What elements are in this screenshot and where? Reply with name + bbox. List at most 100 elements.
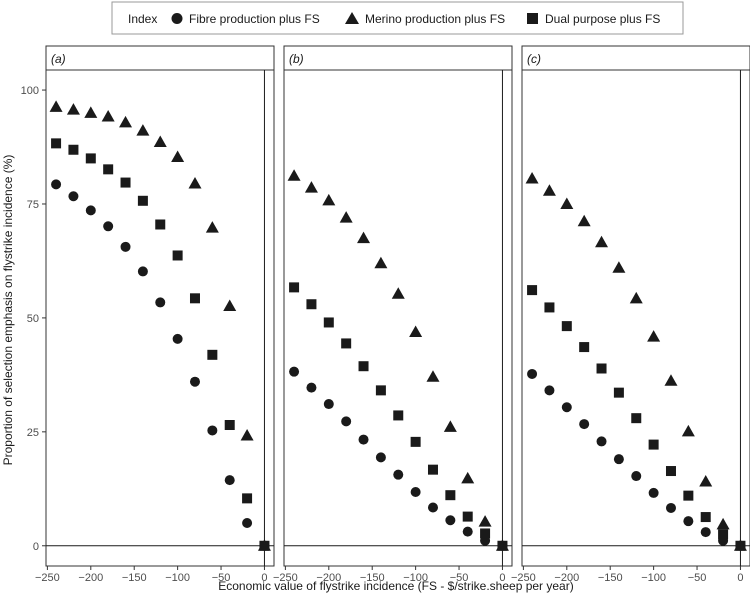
point-dual (103, 164, 114, 175)
point-dual (462, 511, 473, 522)
point-merino (443, 420, 457, 432)
point-dual (120, 177, 131, 188)
point-fibre (561, 402, 572, 413)
point-dual (497, 540, 508, 551)
point-dual (561, 321, 572, 332)
panel-label: (c) (527, 52, 541, 66)
point-merino (240, 428, 254, 441)
x-tick-label: −50 (450, 572, 469, 584)
x-tick-label: −150 (360, 572, 385, 584)
panel-strip (283, 45, 513, 71)
point-merino (304, 181, 318, 193)
x-tick-label: −250 (273, 572, 298, 584)
point-dual (631, 413, 642, 424)
point-dual (51, 138, 62, 149)
point-fibre (462, 526, 473, 537)
point-dual (613, 387, 624, 398)
point-fibre (341, 416, 352, 427)
point-dual (224, 420, 235, 431)
x-tick-label: −200 (554, 572, 579, 584)
x-tick-label: −250 (35, 572, 60, 584)
point-fibre (172, 333, 183, 344)
point-fibre (410, 486, 421, 497)
panel-frame (283, 69, 513, 567)
point-fibre (103, 221, 114, 232)
point-merino (681, 424, 695, 437)
point-merino (461, 471, 475, 484)
panel-strip (521, 45, 750, 71)
x-tick-label: −200 (316, 572, 341, 584)
legend-label-fibre: Fibre production plus FS (189, 12, 320, 26)
point-merino (171, 150, 185, 163)
point-merino (612, 261, 626, 273)
x-tick-label: −100 (403, 572, 428, 584)
point-fibre (613, 454, 624, 465)
point-merino (66, 103, 80, 115)
legend-label-dual: Dual purpose plus FS (545, 12, 660, 26)
point-fibre (120, 241, 131, 252)
point-dual (596, 363, 607, 374)
point-dual (341, 338, 352, 349)
x-tick-label: 0 (499, 572, 505, 584)
point-merino (560, 197, 574, 209)
panels: (a) −250 −200 −150 −100 −50 0 0 25 50 75 100 (b) −250… (21, 45, 750, 584)
legend-label-merino: Merino production plus FS (365, 12, 505, 26)
y-tick-label: 100 (21, 85, 39, 97)
x-tick-label: −150 (598, 572, 623, 584)
panel-frame (45, 69, 275, 567)
point-fibre (683, 516, 694, 527)
point-dual (375, 385, 386, 396)
point-merino (374, 256, 388, 269)
point-fibre (85, 205, 96, 216)
point-merino (339, 211, 353, 223)
x-tick-label: −250 (511, 572, 536, 584)
point-dual (207, 349, 218, 360)
point-fibre (427, 502, 438, 513)
point-fibre (207, 425, 218, 436)
point-fibre (579, 419, 590, 430)
point-dual (544, 302, 555, 313)
point-dual (735, 540, 746, 551)
panel-2: (c) −250 −200 −150 −100 −50 0 (511, 45, 750, 584)
point-merino (223, 299, 237, 312)
point-dual (172, 250, 183, 261)
point-fibre (224, 475, 235, 486)
point-fibre (648, 487, 659, 498)
point-dual (137, 195, 148, 206)
point-fibre (189, 376, 200, 387)
point-merino (478, 515, 492, 527)
x-axis-title: Economic value of flystrike incidence (F… (218, 579, 573, 593)
x-tick-label: −200 (78, 572, 103, 584)
point-dual (306, 299, 317, 310)
point-dual (665, 466, 676, 477)
point-dual (683, 490, 694, 501)
point-merino (409, 325, 423, 338)
point-merino (205, 221, 219, 233)
y-tick-label: 50 (27, 313, 39, 325)
point-dual (427, 464, 438, 475)
legend-circle-marker (171, 13, 183, 24)
point-dual (648, 439, 659, 450)
legend-frame (111, 1, 684, 35)
point-merino (647, 330, 661, 342)
point-dual (259, 540, 270, 551)
y-tick-label: 0 (33, 541, 39, 553)
point-merino (84, 106, 98, 118)
point-merino (153, 135, 167, 148)
point-dual (85, 153, 96, 164)
point-dual (242, 493, 253, 504)
point-fibre (242, 517, 253, 528)
point-fibre (289, 366, 300, 377)
point-merino (357, 231, 371, 244)
point-merino (629, 291, 643, 304)
point-merino (287, 169, 301, 181)
point-fibre (137, 266, 148, 277)
y-tick-label: 75 (27, 199, 39, 211)
point-fibre (68, 191, 79, 202)
point-fibre (358, 434, 369, 445)
point-dual (155, 219, 166, 230)
panel-frame (521, 69, 750, 567)
point-fibre (155, 297, 166, 308)
point-dual (527, 285, 538, 296)
